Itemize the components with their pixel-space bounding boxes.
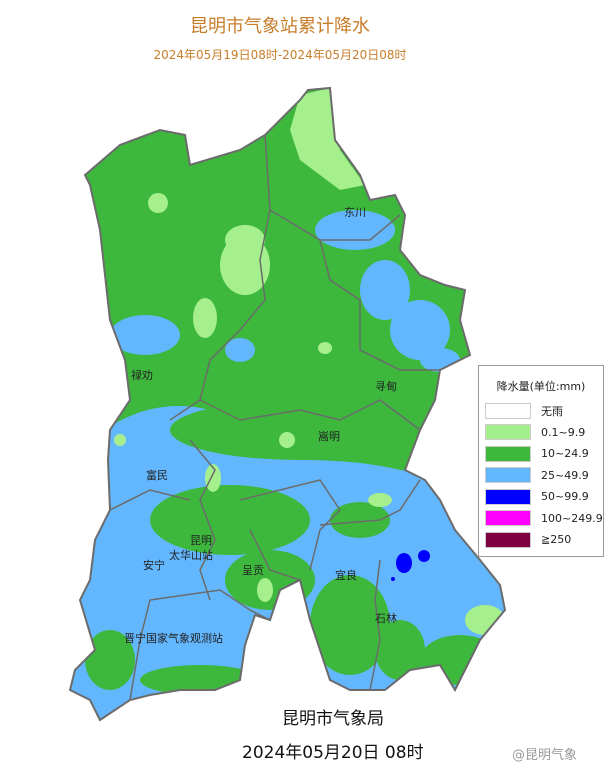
legend-item: 25~49.9 (485, 465, 603, 487)
place-label-xundian: 寻甸 (375, 380, 397, 393)
legend-swatch (485, 510, 531, 527)
place-label-luquan: 禄劝 (131, 369, 153, 382)
legend-label: 10~24.9 (541, 447, 589, 461)
legend-label: 无雨 (541, 404, 563, 418)
legend-item: 0.1~9.9 (485, 422, 603, 444)
legend-item: 10~24.9 (485, 443, 603, 465)
place-label-kunming: 昆明 (190, 534, 212, 547)
place-label-chenggong: 呈贡 (242, 564, 264, 577)
watermark: @昆明气象 (512, 748, 578, 763)
place-label-fumin: 富民 (146, 469, 168, 482)
place-label-shilin: 石林 (375, 612, 397, 625)
legend-swatch (485, 445, 531, 462)
rain-0-10-areas (114, 88, 505, 635)
place-label-yiliang: 宜良 (335, 569, 357, 582)
legend-label: 50~99.9 (541, 490, 589, 504)
place-label-jinning-station: 晋宁国家气象观测站 (124, 632, 223, 645)
legend-item: 100~249.9 (485, 508, 603, 530)
legend-label: 25~49.9 (541, 468, 589, 482)
map-title: 昆明市气象站累计降水 (190, 16, 370, 37)
legend-swatch (485, 402, 531, 419)
legend-item: ≧250 (485, 529, 603, 551)
map-legend: 降水量(单位:mm) 无雨 0.1~9.9 10~24.9 25~49.9 50~99.… (478, 365, 604, 557)
datetime-label: 2024年05月20日 08时 (242, 743, 424, 763)
legend-swatch (485, 467, 531, 484)
place-label-taihuashan-station: 太华山站 (169, 549, 213, 562)
map-subtitle: 2024年05月19日08时-2024年05月20日08时 (153, 48, 407, 62)
place-label-dongchuan: 东川 (344, 206, 366, 219)
legend-label: ≧250 (541, 533, 572, 547)
legend-item: 无雨 (485, 400, 603, 422)
legend-item: 50~99.9 (485, 486, 603, 508)
place-label-anning: 安宁 (143, 559, 165, 572)
organization-label: 昆明市气象局 (282, 709, 384, 729)
legend-label: 100~249.9 (541, 511, 603, 525)
place-label-songming: 嵩明 (318, 430, 340, 443)
legend-title: 降水量(单位:mm) (496, 380, 586, 393)
county-boundaries (109, 134, 440, 701)
legend-label: 0.1~9.9 (541, 425, 586, 439)
legend-swatch (485, 488, 531, 505)
legend-swatch (485, 531, 531, 548)
rain-50-100-areas (391, 550, 430, 581)
legend-swatch (485, 424, 531, 441)
